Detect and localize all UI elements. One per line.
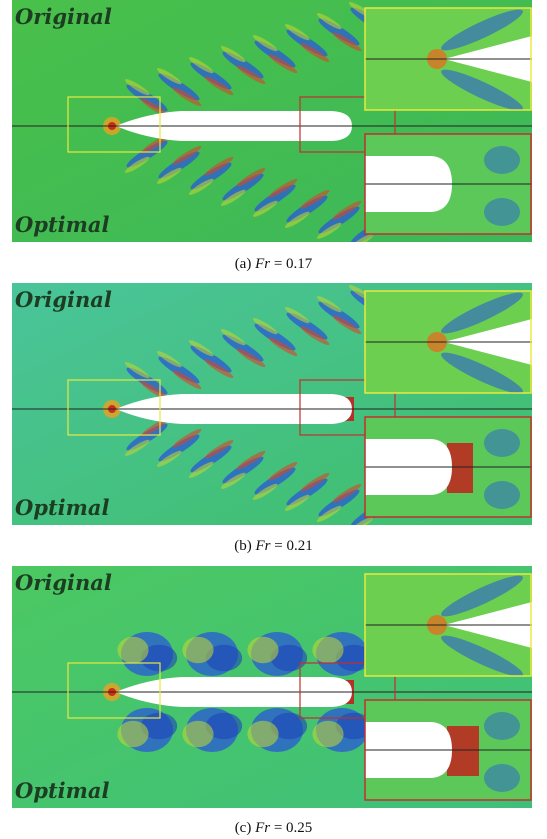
figure: Original Optimal (a) Fr = 0.17 Original Opti… xyxy=(0,0,547,839)
caption: (c) Fr = 0.25 xyxy=(0,820,547,837)
label-original: Original xyxy=(15,287,112,312)
inset-wave xyxy=(484,481,520,509)
field xyxy=(12,283,532,525)
wave-yellow xyxy=(182,637,213,663)
flow-panel: Original Optimal xyxy=(12,283,532,525)
inset-wave xyxy=(484,429,520,457)
caption-variable: Fr xyxy=(255,256,270,272)
inset-wave xyxy=(484,146,520,174)
inset-stern xyxy=(365,700,532,800)
caption-tag: (c) xyxy=(235,820,252,836)
inset-wave xyxy=(484,764,520,792)
caption-equals: = 0.21 xyxy=(274,538,312,554)
wave-yellow xyxy=(312,721,343,747)
label-optimal: Optimal xyxy=(15,212,109,237)
wave-yellow xyxy=(247,721,278,747)
label-optimal: Optimal xyxy=(15,778,109,803)
flow-panel: Original Optimal xyxy=(12,0,532,242)
flow-panel: Original Optimal xyxy=(12,566,532,808)
field xyxy=(12,0,532,242)
inset-bow xyxy=(365,4,532,117)
inset-bow xyxy=(365,287,532,400)
caption: (a) Fr = 0.17 xyxy=(0,256,547,273)
inset-bow xyxy=(365,570,532,683)
caption-variable: Fr xyxy=(255,820,270,836)
wave-yellow xyxy=(312,637,343,663)
caption: (b) Fr = 0.21 xyxy=(0,538,547,555)
inset-wave xyxy=(484,198,520,226)
wave-yellow xyxy=(247,637,278,663)
caption-equals: = 0.17 xyxy=(274,256,312,272)
inset-stern xyxy=(365,134,532,234)
label-original: Original xyxy=(15,570,112,595)
inset-wave xyxy=(484,712,520,740)
wave-yellow xyxy=(117,721,148,747)
inset-stern xyxy=(365,417,532,517)
label-original: Original xyxy=(15,4,112,29)
field xyxy=(12,566,532,808)
caption-variable: Fr xyxy=(256,538,271,554)
wave-yellow xyxy=(117,637,148,663)
label-optimal: Optimal xyxy=(15,495,109,520)
caption-tag: (b) xyxy=(234,538,252,554)
caption-equals: = 0.25 xyxy=(274,820,312,836)
caption-tag: (a) xyxy=(235,256,252,272)
wave-yellow xyxy=(182,721,213,747)
